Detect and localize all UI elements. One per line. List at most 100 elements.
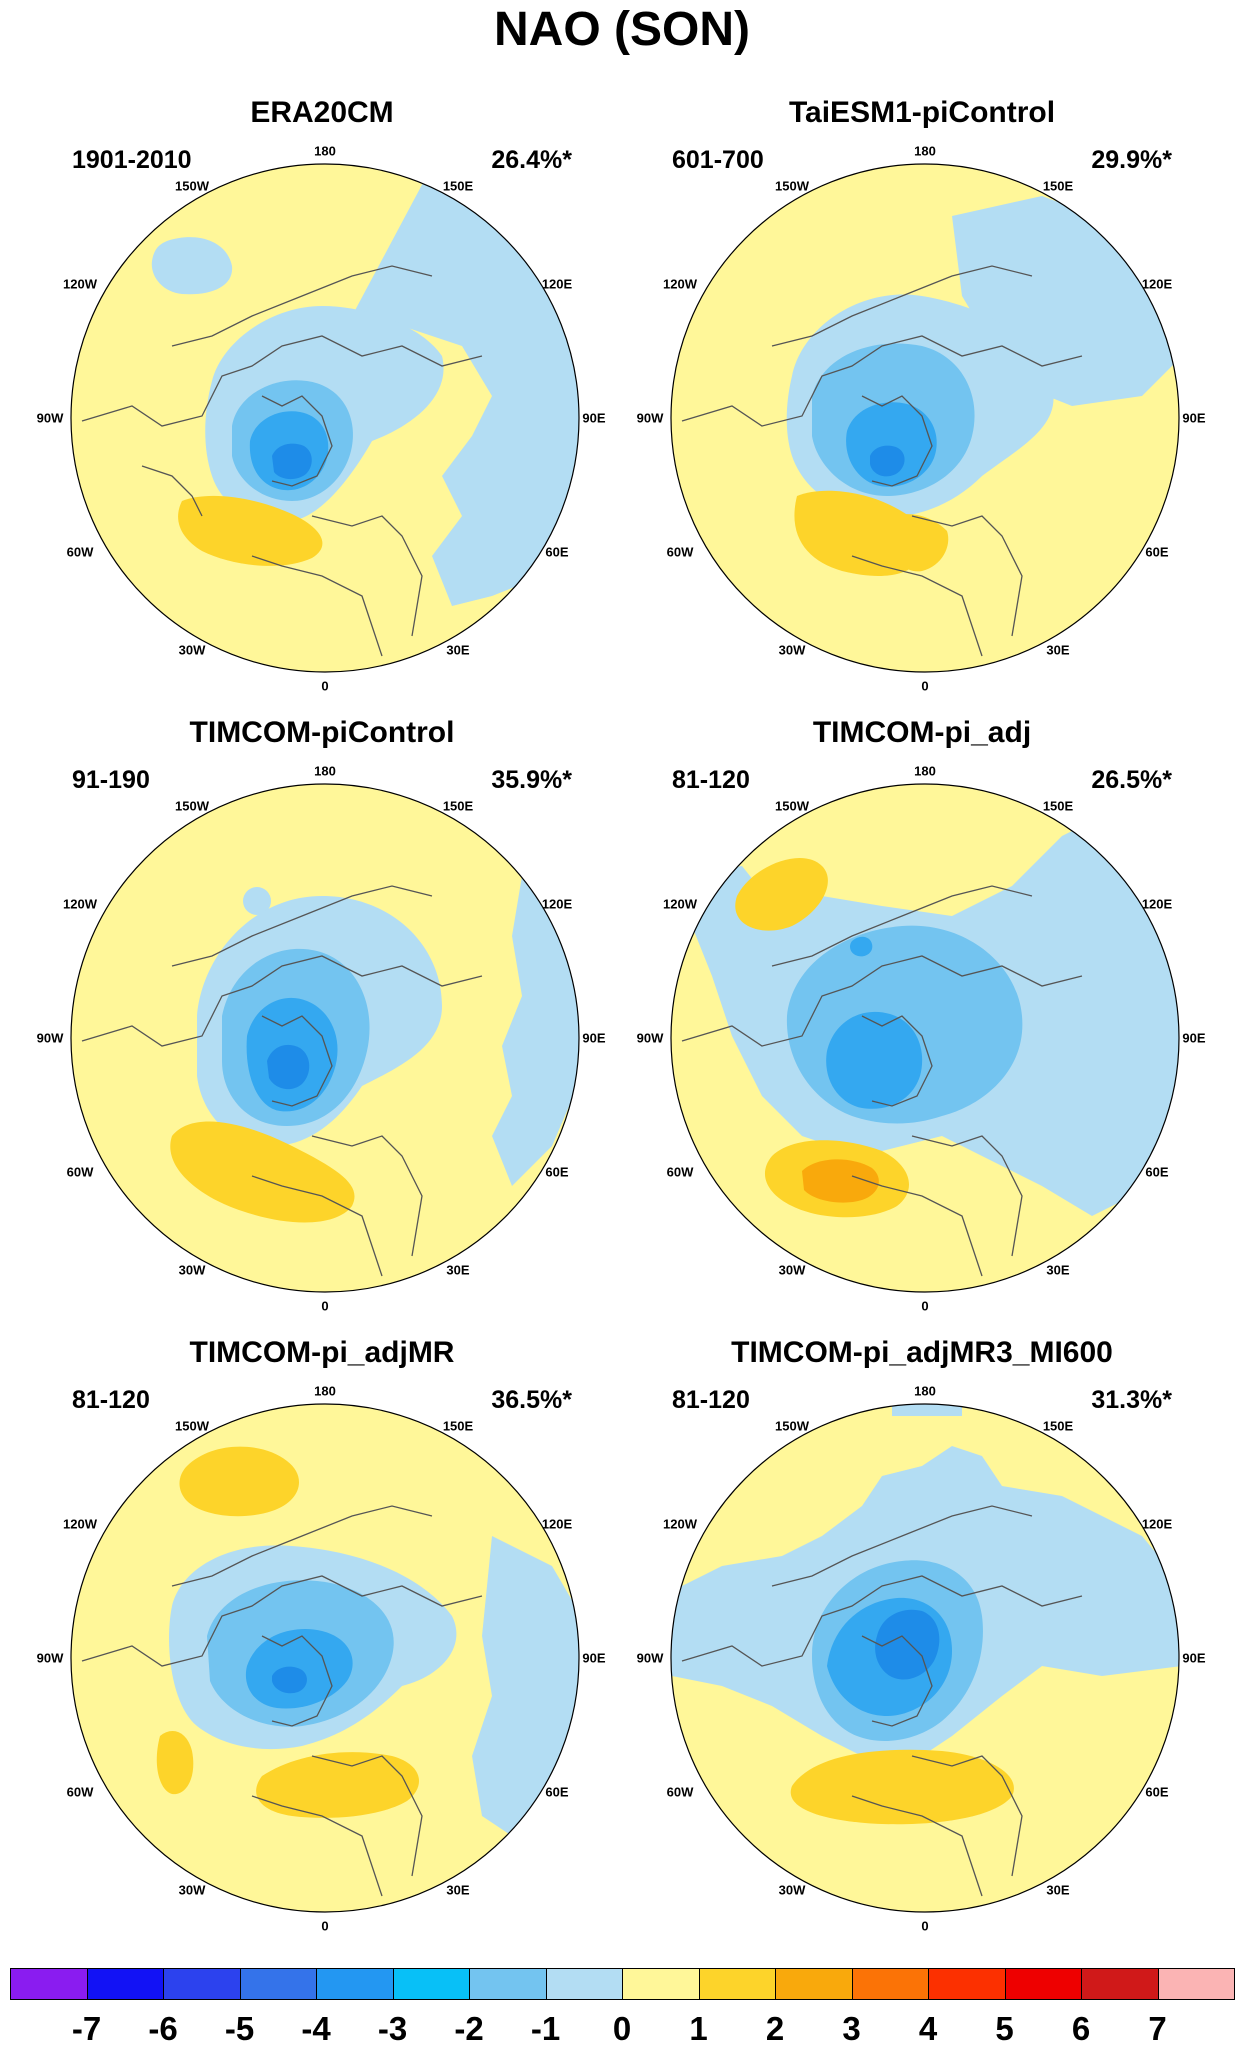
positive-region-europe [256,1752,419,1818]
lon-label: 90E [582,410,606,426]
lon-label: 0 [321,678,329,694]
colorbar-tick-label: -2 [454,2010,484,2047]
panel-period: 601-700 [672,146,764,174]
lon-label: 60W [66,544,94,560]
lon-label: 60E [545,544,569,560]
lon-label: 0 [321,1298,329,1314]
colorbar-swatch [86,1968,164,2000]
lon-label: 60W [666,1164,694,1180]
figure-title: NAO (SON) [494,3,750,56]
colorbar-swatch [239,1968,317,2000]
colorbar-swatch [392,1968,470,2000]
panel-title: TaiESM1-piControl [788,96,1056,129]
map-outline [70,163,580,673]
lon-label: 90W [636,410,664,426]
lon-label: 60E [1145,1164,1169,1180]
polar-map [70,1403,580,1913]
lon-label: 120W [63,1516,97,1532]
map-panel-era20cm: ERA20CM 1901-2010 26.4%* 180 150E 120E [22,96,622,696]
positive-region-west [156,1731,194,1795]
panel-title: TIMCOM-pi_adjMR [189,1336,455,1369]
lon-label: 90E [1182,410,1206,426]
colorbar-tick-label: 3 [842,2010,861,2047]
colorbar-swatch [1157,1968,1235,2000]
positive-region-atlantic [178,495,323,566]
lon-label: 180 [914,1383,936,1399]
lon-label: 120W [63,276,97,292]
polar-map [70,163,580,673]
lon-label: 120W [663,1516,697,1532]
panel-period: 81-120 [72,1386,150,1414]
colorbar-swatch [163,1968,241,2000]
lon-label: 120E [541,276,573,292]
lon-label: 30E [446,642,470,658]
lon-label: 150W [775,798,809,814]
panel-variance: 31.3%* [1091,1386,1172,1414]
colorbar-tick-label: 7 [1148,2010,1167,2047]
lon-label: 180 [314,143,336,159]
panel-period: 81-120 [672,766,750,794]
lon-label: 60E [545,1784,569,1800]
map-panel-timcom-pi-adjmr3-mi600: TIMCOM-pi_adjMR3_MI600 81-120 31.3%* 180… [622,1336,1222,1936]
negative-contour-4 [267,1044,310,1090]
lon-label: 90W [636,1650,664,1666]
lon-label: 150W [175,178,209,194]
lon-label: 180 [914,143,936,159]
lon-label: 30W [178,1882,206,1898]
map-panel-timcom-picontrol: TIMCOM-piControl 91-190 35.9%* 180 150E … [22,716,622,1316]
lon-label: 30W [778,642,806,658]
lon-label: 60W [666,1784,694,1800]
panel-period: 1901-2010 [72,146,192,174]
lon-label: 90W [636,1030,664,1046]
lon-label: 180 [314,763,336,779]
positive-region-pacific [179,1446,299,1517]
lon-label: 30E [1046,642,1070,658]
colorbar-swatch [545,1968,623,2000]
lon-label: 120W [63,896,97,912]
map-panel-timcom-pi-adj: TIMCOM-pi_adj 81-120 26.5%* 180 150E 120… [622,716,1222,1316]
lon-label: 60E [1145,544,1169,560]
colorbar-tick-label: -6 [148,2010,178,2047]
lon-label: 60E [1145,1784,1169,1800]
colorbar-swatch [928,1968,1006,2000]
colorbar-swatch [1004,1968,1082,2000]
lon-label: 90W [36,410,64,426]
lon-label: 120E [1141,276,1173,292]
map-panel-timcom-pi-adjmr: TIMCOM-pi_adjMR 81-120 36.5%* 180 150E 1… [22,1336,622,1936]
panel-variance: 26.4%* [491,146,572,174]
lon-label: 0 [921,1298,929,1314]
colorbar-tick-label: 1 [689,2010,708,2047]
negative-contour-3 [826,1011,923,1109]
colorbar-tick-label: -3 [377,2010,408,2047]
lon-label: 90E [582,1650,606,1666]
lon-label: 150W [775,1418,809,1434]
lon-label: 90W [36,1650,64,1666]
lon-label: 60W [666,544,694,560]
positive-region-atlantic [170,1121,355,1223]
lon-label: 90W [36,1030,64,1046]
positive-region-atlantic [794,490,926,576]
lon-label: 150E [1042,798,1074,814]
lon-label: 120E [1141,896,1173,912]
lon-label: 120E [541,896,573,912]
colorbar-tick-label: -1 [530,2010,561,2047]
positive-region-pacific [735,857,828,931]
lon-label: 150E [1042,178,1074,194]
colorbar-swatch [622,1968,700,2000]
colorbar-swatch [316,1968,394,2000]
lon-label: 30E [446,1262,470,1278]
lon-label: 0 [921,1918,929,1934]
negative-blob [243,887,271,915]
panel-variance: 36.5%* [491,1386,572,1414]
lon-label: 90E [582,1030,606,1046]
panel-period: 91-190 [72,766,150,794]
positive-contour-2 [802,1159,879,1203]
colorbar-tick-label: -7 [71,2010,102,2047]
colorbar-swatch [10,1968,88,2000]
negative-contour-4 [272,1666,307,1694]
colorbar-swatch [698,1968,776,2000]
colorbar-swatch [1081,1968,1159,2000]
lon-label: 30E [446,1882,470,1898]
panel-title: TIMCOM-pi_adj [812,716,1032,749]
lon-label: 180 [314,1383,336,1399]
